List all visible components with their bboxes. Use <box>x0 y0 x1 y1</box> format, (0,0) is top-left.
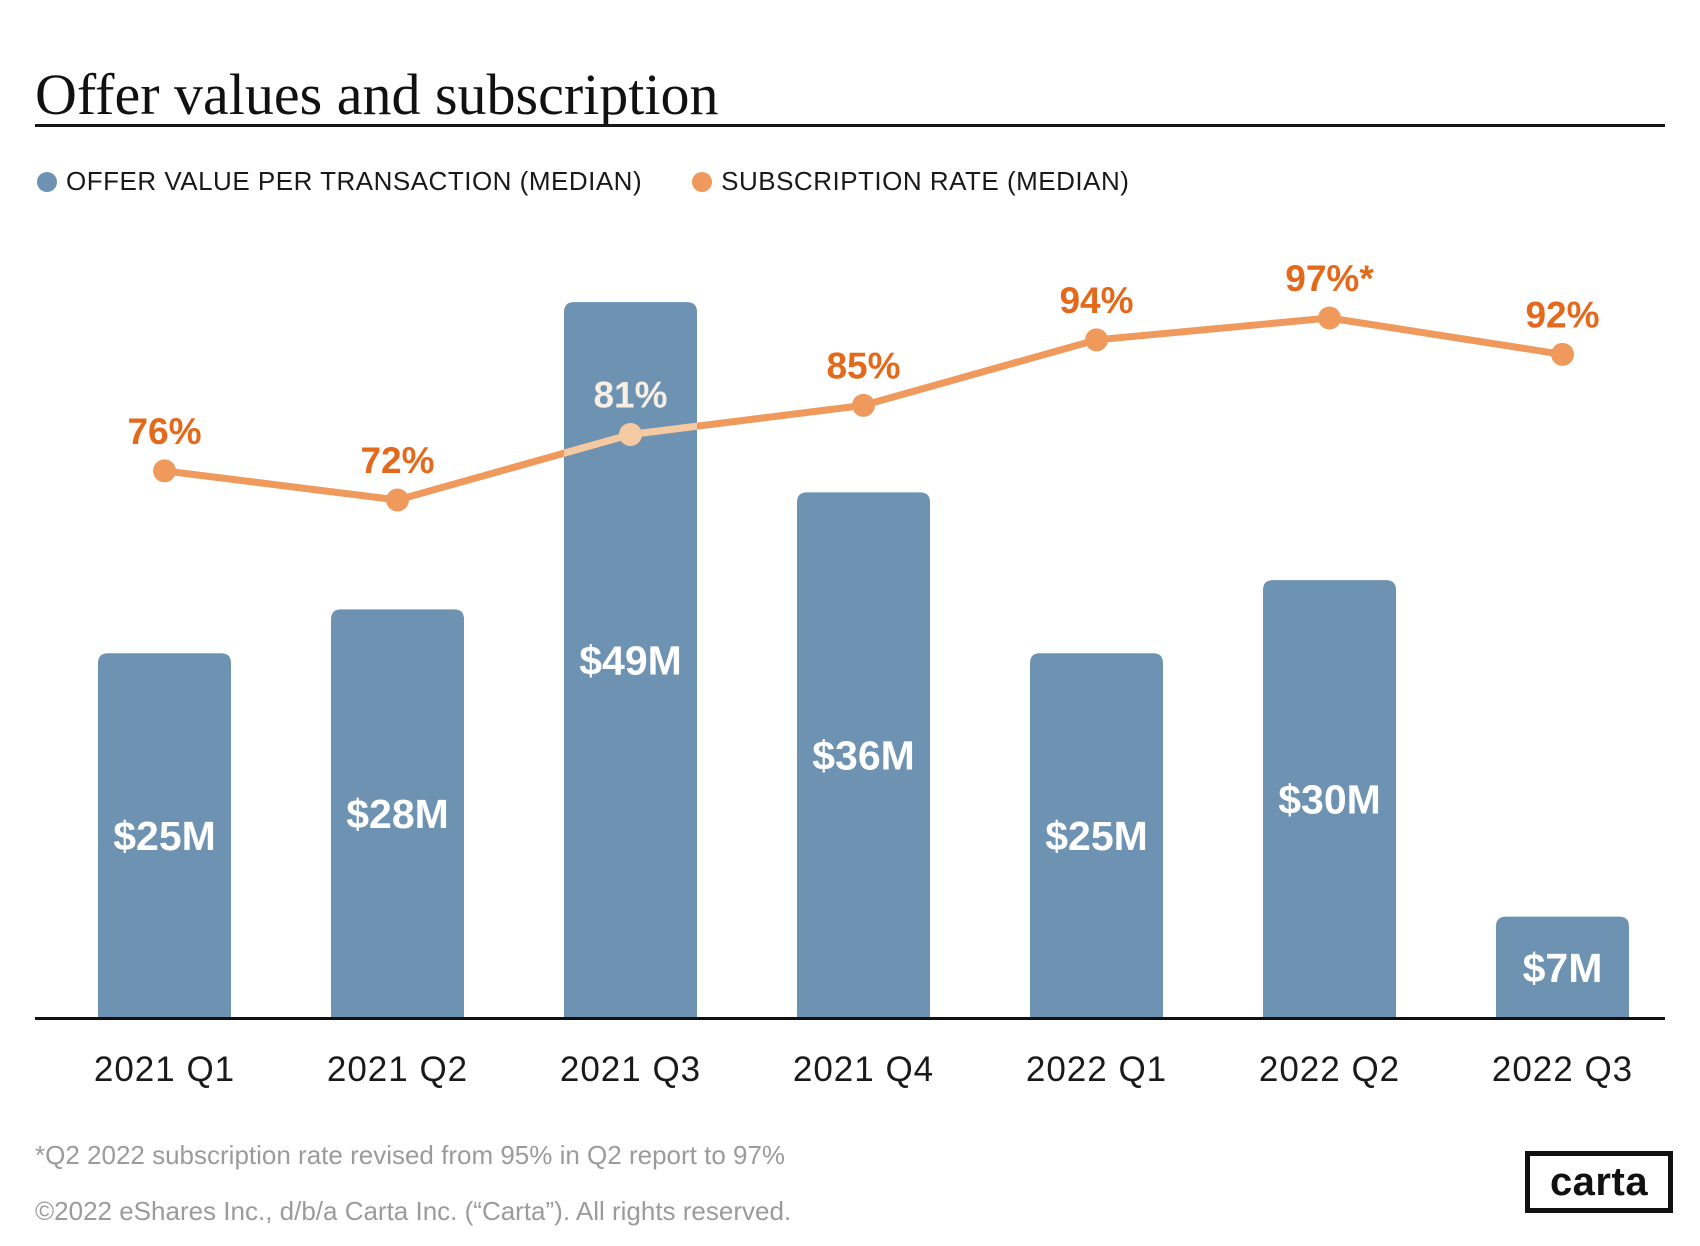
line-point <box>386 488 409 512</box>
title-divider <box>35 124 1665 127</box>
line-point <box>1085 328 1108 352</box>
line-value-label: 85% <box>826 345 900 386</box>
carta-logo-text: carta <box>1549 1160 1649 1204</box>
bar-value-label: $36M <box>812 733 915 779</box>
pct-label-layer: 76% 72% 81% 85% 94% 97%* 92% <box>127 258 1599 481</box>
line-point <box>1551 342 1574 366</box>
bar-value-label: $7M <box>1523 945 1603 991</box>
legend-label-subscription-rate: SUBSCRIPTION RATE (MEDIAN) <box>721 166 1130 196</box>
line-value-label: 92% <box>1525 294 1599 335</box>
x-axis-line <box>35 1017 1665 1020</box>
line-point-overlap <box>619 422 642 446</box>
legend: OFFER VALUE PER TRANSACTION (MEDIAN) SUB… <box>37 166 1129 197</box>
page-title: Offer values and subscription <box>35 61 719 127</box>
line-point <box>1318 306 1341 330</box>
x-axis-label: 2021 Q2 <box>327 1050 468 1089</box>
legend-dot-icon <box>37 171 57 192</box>
bar-value-label: $28M <box>346 791 449 837</box>
bar <box>98 653 231 1019</box>
bar <box>1030 653 1163 1019</box>
line-value-label: 81% <box>593 374 667 415</box>
bar-value-label: $49M <box>579 638 682 684</box>
legend-label-offer-value: OFFER VALUE PER TRANSACTION (MEDIAN) <box>66 166 643 196</box>
bar-value-label: $25M <box>113 813 216 859</box>
line-value-label: 94% <box>1059 280 1133 321</box>
x-axis-label: 2022 Q1 <box>1026 1050 1167 1089</box>
line-point <box>153 459 176 483</box>
footnote: *Q2 2022 subscription rate revised from … <box>35 1140 786 1170</box>
carta-logo: carta <box>1525 1151 1673 1213</box>
bar <box>1263 580 1396 1019</box>
bar <box>1496 916 1629 1019</box>
x-axis-label: 2021 Q1 <box>94 1050 235 1089</box>
line-value-label: 76% <box>127 411 201 452</box>
legend-dot-icon <box>692 171 713 192</box>
bar-value-label: $25M <box>1045 813 1148 859</box>
bars-layer <box>98 302 1629 1019</box>
line-value-label: 97%* <box>1285 258 1374 299</box>
x-axis-label: 2021 Q3 <box>560 1050 701 1089</box>
x-axis-label: 2021 Q4 <box>793 1050 934 1089</box>
axis-layer <box>35 1017 1665 1020</box>
bar <box>564 302 697 1019</box>
bar <box>797 492 930 1019</box>
line-point <box>852 393 875 417</box>
x-axis-label: 2022 Q2 <box>1259 1050 1400 1089</box>
category-layer: 2021 Q1 2021 Q2 2021 Q3 2021 Q4 2022 Q1 2022 … <box>94 1050 1633 1089</box>
legend-item-offer-value: OFFER VALUE PER TRANSACTION (MEDIAN) <box>37 166 642 197</box>
copyright: ©2022 eShares Inc., d/b/a Carta Inc. (“C… <box>35 1196 792 1226</box>
x-axis-label: 2022 Q3 <box>1492 1050 1633 1089</box>
bar-label-layer: $25M $28M $49M $36M $25M $30M $7M <box>113 638 1602 991</box>
bar-value-label: $30M <box>1278 777 1381 823</box>
legend-item-subscription-rate: SUBSCRIPTION RATE (MEDIAN) <box>692 166 1129 197</box>
bar <box>331 609 464 1019</box>
line-value-label: 72% <box>360 440 434 481</box>
